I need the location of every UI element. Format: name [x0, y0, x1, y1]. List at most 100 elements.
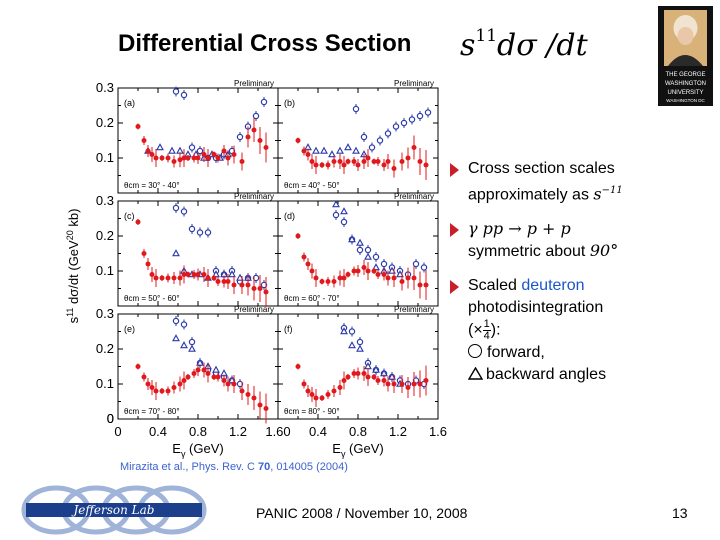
pp-point	[301, 381, 307, 387]
backward-point	[356, 344, 364, 352]
title-formula: s11dσ /dt	[460, 26, 588, 63]
pp-point	[345, 374, 351, 380]
pp-point	[191, 272, 197, 277]
bullet-symmetry: γ pp → p + p symmetric about 90°	[450, 218, 690, 263]
pp-point	[177, 381, 183, 387]
angle-range-label: θcm = 50° - 60°	[124, 294, 180, 303]
pp-point	[251, 127, 257, 133]
x-tick-label: 0	[114, 424, 121, 439]
pp-point	[231, 282, 237, 288]
forward-point	[400, 119, 408, 127]
backward-point	[156, 143, 164, 151]
pp-point	[355, 371, 361, 376]
pp-point	[361, 265, 367, 270]
preliminary-label: Preliminary	[234, 79, 274, 88]
backward-point	[188, 344, 196, 352]
forward-point	[204, 229, 212, 236]
pp-point	[165, 388, 171, 394]
angle-range-label: θcm = 30° - 40°	[124, 181, 180, 190]
preliminary-label: Preliminary	[394, 305, 434, 314]
backward-point	[172, 249, 180, 257]
forward-point	[188, 338, 196, 346]
pp-point	[399, 279, 405, 284]
backward-point	[228, 270, 236, 278]
pp-point	[309, 268, 315, 274]
backward-point	[344, 143, 352, 151]
pp-point	[231, 381, 237, 387]
bullet-3-line-1: Scaled deuteron	[468, 277, 585, 295]
pp-point	[319, 395, 325, 401]
forward-point	[412, 260, 420, 268]
bullet-deuteron: Scaled deuteron photodisintegration (× 1 4…	[450, 275, 690, 386]
pp-point	[185, 155, 191, 161]
pp-point	[423, 378, 429, 383]
y-axis-label: s11 dσ/dt (GeV20 kb)	[65, 209, 81, 324]
angle-range-label: θcm = 60° - 70°	[284, 294, 340, 303]
pp-point	[331, 159, 337, 164]
pp-point	[221, 148, 227, 154]
pp-point	[171, 159, 177, 164]
panel-f: Preliminary (f) θcm = 80° - 90°	[277, 305, 439, 420]
forward-point	[196, 147, 204, 155]
x-tick-label: 0.8	[189, 424, 207, 439]
pp-point	[149, 152, 155, 157]
y-tick-label: 0.3	[96, 193, 114, 208]
pp-point	[295, 233, 301, 239]
pp-point	[365, 268, 371, 274]
forward-point	[236, 133, 244, 141]
forward-point	[376, 137, 384, 144]
pp-point	[337, 385, 343, 390]
forward-point	[260, 281, 268, 289]
bullet-list: Cross section scales approximately as s−…	[450, 158, 690, 398]
panel-label: (f)	[284, 324, 293, 334]
panel-label: (e)	[124, 324, 135, 334]
pp-point	[381, 162, 387, 168]
forward-point	[180, 321, 188, 328]
pp-point	[341, 378, 347, 383]
scale-factor: (× 1 4):	[468, 318, 501, 343]
pp-point	[345, 272, 351, 277]
y-tick-label: 0.1	[96, 150, 114, 165]
panel-label: (c)	[124, 211, 135, 221]
pp-point	[211, 374, 217, 380]
x-tick-label: 1.6	[429, 424, 447, 439]
bullet-arrow-icon	[450, 280, 459, 295]
backward-point	[172, 334, 180, 342]
pp-point	[341, 162, 347, 168]
pp-point	[295, 364, 301, 369]
forward-point	[252, 112, 260, 120]
forward-point	[372, 253, 380, 261]
pp-point	[239, 388, 245, 394]
pp-point	[351, 268, 357, 274]
backward-point	[180, 341, 188, 349]
forward-point	[340, 218, 348, 226]
pp-point	[385, 275, 391, 281]
backward-point	[336, 146, 344, 154]
pp-point	[205, 275, 211, 281]
pp-point	[313, 395, 319, 401]
pp-point	[325, 162, 331, 168]
pp-point	[215, 279, 221, 284]
pp-point	[309, 392, 315, 397]
pp-point	[245, 392, 251, 397]
backward-point	[328, 150, 336, 158]
pp-point	[215, 155, 221, 161]
preliminary-label: Preliminary	[394, 192, 434, 201]
backward-point	[348, 235, 356, 243]
backward-point	[340, 207, 348, 215]
forward-point	[424, 109, 432, 116]
forward-point	[416, 112, 424, 120]
pp-point	[295, 138, 301, 143]
forward-point	[332, 211, 340, 219]
pp-point	[171, 275, 177, 281]
pp-point	[423, 282, 429, 288]
angle-range-label: θcm = 70° - 80°	[124, 407, 180, 416]
deuteron-link: deuteron	[521, 277, 585, 295]
gwu-line-4: WASHINGTON DC	[666, 98, 705, 103]
pp-point	[365, 374, 371, 380]
pp-point	[239, 282, 245, 288]
pp-point	[361, 159, 367, 164]
y-tick-label: 0.3	[96, 306, 114, 321]
x-axis-label: Eγ (GeV)	[332, 441, 383, 459]
pp-point	[141, 251, 147, 256]
